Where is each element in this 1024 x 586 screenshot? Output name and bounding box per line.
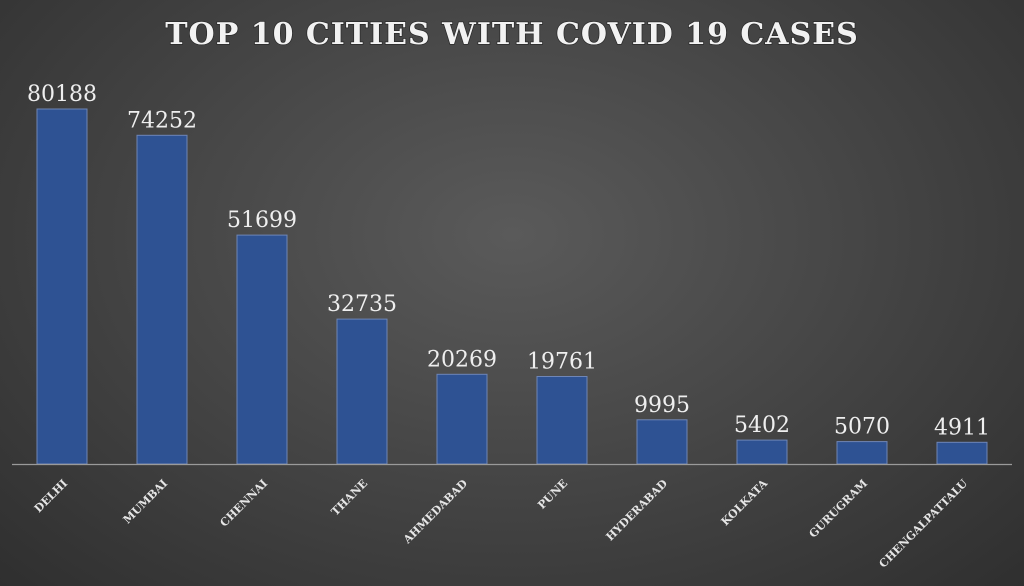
bar-delhi	[36, 108, 88, 465]
category-label-kolkata: KOLKATA	[719, 477, 771, 529]
value-labels-group: 80188 74252 51699 32735 20269 19761 9995 5402 50…	[27, 82, 990, 440]
bars-group	[36, 108, 988, 465]
data-label-chennai: 51699	[227, 208, 297, 233]
data-label-ahmedabad: 20269	[427, 347, 497, 372]
bar-ahmedabad	[436, 373, 488, 465]
bar-chennai	[236, 234, 288, 465]
data-label-chengalpattalu: 4911	[934, 415, 990, 440]
data-label-hyderabad: 9995	[634, 393, 690, 418]
bar-gurugram	[836, 441, 888, 465]
chart-title: TOP 10 CITIES WITH COVID 19 CASES	[165, 17, 859, 52]
category-label-pune: PUNE	[535, 477, 570, 512]
category-label-ahmedabad: AHMEDABAD	[400, 477, 470, 547]
data-label-delhi: 80188	[27, 82, 97, 107]
data-label-kolkata: 5402	[734, 413, 790, 438]
category-label-thane: THANE	[329, 477, 370, 518]
bar-pune	[536, 376, 588, 465]
data-label-gurugram: 5070	[834, 415, 890, 440]
bar-chengalpattalu	[936, 441, 988, 465]
data-label-pune: 19761	[527, 350, 597, 375]
category-label-gurugram: GURUGRAM	[807, 477, 871, 541]
category-label-chengalpattalu: CHENGALPATTALU	[877, 477, 971, 571]
category-labels-group: DELHI MUMBAI CHENNAI THANE AHMEDABAD PUNE HYDE…	[32, 477, 971, 571]
data-label-thane: 32735	[327, 292, 397, 317]
category-label-delhi: DELHI	[32, 477, 70, 515]
bar-kolkata	[736, 439, 788, 465]
category-label-mumbai: MUMBAI	[121, 477, 170, 526]
bar-hyderabad	[636, 419, 688, 465]
category-label-hyderabad: HYDERABAD	[603, 477, 670, 544]
data-label-mumbai: 74252	[127, 108, 197, 133]
bar-thane	[336, 318, 388, 465]
bar-mumbai	[136, 134, 188, 465]
category-label-chennai: CHENNAI	[218, 477, 271, 530]
